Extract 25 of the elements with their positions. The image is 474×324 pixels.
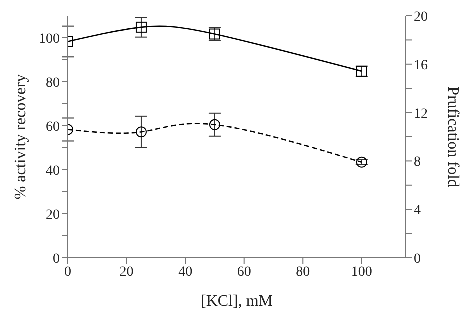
x-tick-label: 80 xyxy=(296,264,310,280)
y2-tick-label: 0 xyxy=(414,252,421,267)
point xyxy=(136,22,147,33)
x-tick-label: 60 xyxy=(237,264,252,280)
y2-tick-label: 20 xyxy=(414,10,428,25)
y-axis-title: % activity recovery xyxy=(12,74,30,200)
point xyxy=(136,126,147,138)
x-tick-label: 0 xyxy=(64,264,72,280)
point xyxy=(209,119,220,130)
y2-axis-title: Prufication fold xyxy=(444,86,462,188)
y-tick-label: 40 xyxy=(46,164,60,179)
y2-tick-label: 8 xyxy=(414,155,421,170)
x-tick-label: 40 xyxy=(178,264,193,280)
y-tick-label: 20 xyxy=(46,208,60,223)
y-tick-label: 0 xyxy=(53,252,60,267)
x-tick-label: 20 xyxy=(120,264,134,280)
y-tick-label: 80 xyxy=(46,76,60,91)
y2-tick-label: 4 xyxy=(414,204,421,219)
y-tick-label: 100 xyxy=(39,32,60,47)
y2-tick-label: 12 xyxy=(414,106,428,122)
point xyxy=(356,156,368,168)
x-axis-title: [KCl], mM xyxy=(201,293,273,310)
y2-tick-label: 16 xyxy=(414,58,428,74)
y-tick-label: 60 xyxy=(46,120,60,135)
x-tick-label: 100 xyxy=(351,264,372,280)
